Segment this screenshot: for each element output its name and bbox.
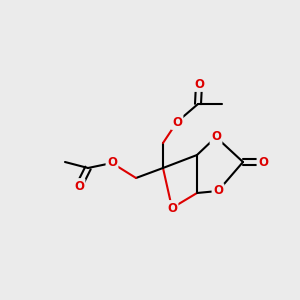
Text: O: O	[258, 155, 268, 169]
Text: O: O	[167, 202, 177, 214]
Text: O: O	[211, 130, 221, 143]
Text: O: O	[213, 184, 223, 197]
Text: O: O	[172, 116, 182, 128]
Text: O: O	[107, 157, 117, 169]
Text: O: O	[194, 77, 204, 91]
Text: O: O	[74, 179, 84, 193]
